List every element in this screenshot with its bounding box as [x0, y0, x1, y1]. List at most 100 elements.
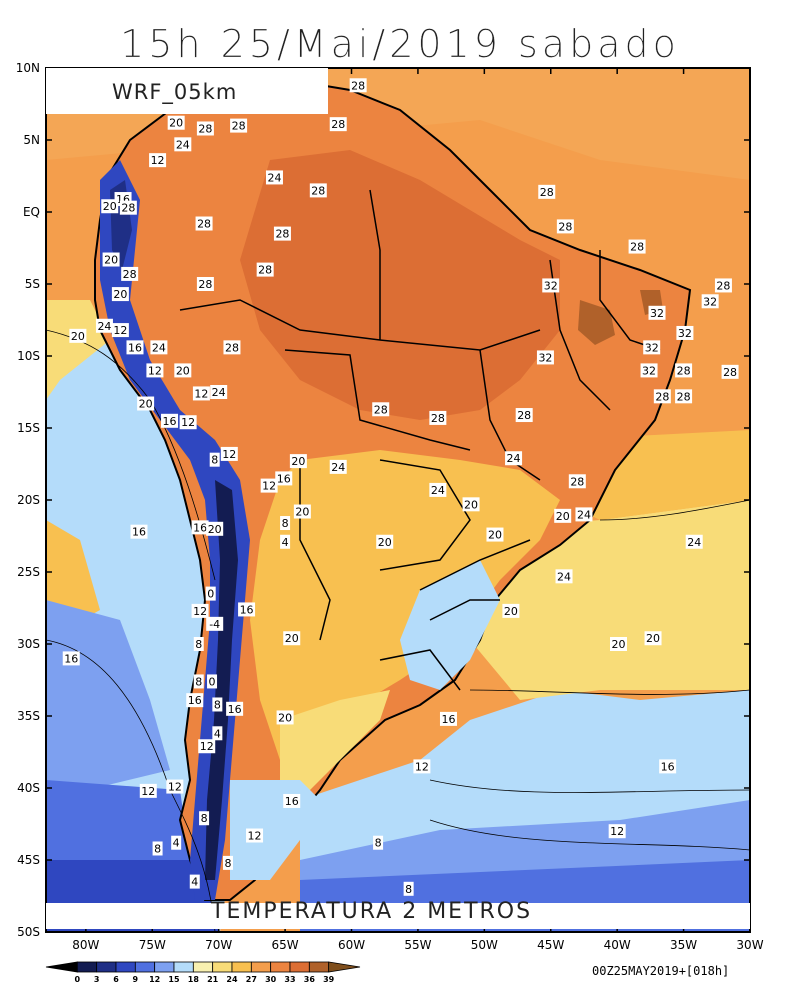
- contour-label-bg: [230, 118, 248, 133]
- lat-label: 5S: [25, 277, 40, 291]
- colorbar-tick-label: 3: [94, 975, 100, 984]
- andes-core: [205, 480, 238, 880]
- contour-label: 24: [577, 508, 591, 521]
- contour-label-bg: [210, 385, 228, 399]
- contour-label: 32: [642, 364, 656, 377]
- contour-label-bg: [659, 759, 677, 774]
- contour-label-bg: [714, 278, 732, 293]
- contour-label-bg: [126, 340, 144, 355]
- contour-label: 12: [168, 781, 182, 794]
- contour-label-bg: [568, 474, 586, 489]
- contour-label: 24: [687, 536, 701, 549]
- contour-label: 20: [504, 605, 518, 618]
- contour-label-bg: [206, 616, 224, 631]
- contour-label-bg: [555, 569, 573, 584]
- contour-label-bg: [675, 363, 693, 378]
- contour-label-bg: [62, 651, 80, 666]
- contour-label: 32: [544, 279, 558, 292]
- variable-label: TEMPERATURA 2 METROS: [211, 899, 533, 924]
- lat-label: 30S: [17, 637, 40, 651]
- colorbar-tick-label: 27: [246, 975, 257, 984]
- contour-label-bg: [309, 183, 327, 198]
- contour-label-bg: [246, 828, 264, 843]
- contour-label-bg: [515, 408, 533, 423]
- contour-label-bg: [280, 516, 291, 531]
- contour-label: 8: [201, 812, 208, 825]
- contour-label: 28: [123, 268, 137, 281]
- contour-label-bg: [193, 674, 204, 689]
- lon-label: 40W: [604, 938, 631, 952]
- contour-label-bg: [486, 527, 504, 542]
- contour-label: 8: [375, 837, 382, 850]
- contour-label: 28: [723, 366, 737, 379]
- contour-label: 12: [181, 416, 195, 429]
- contour-label-bg: [283, 793, 301, 808]
- colorbar-swatch: [289, 961, 310, 973]
- contour-label: 4: [191, 876, 198, 889]
- contour-label: 12: [248, 830, 262, 843]
- contour-label: 8: [195, 675, 202, 688]
- contour-label-bg: [198, 739, 216, 754]
- contour-label-bg: [640, 363, 658, 378]
- contour-label: 20: [285, 632, 299, 645]
- contour-label: 24: [212, 386, 226, 399]
- contour-label: 8: [224, 857, 231, 870]
- colorbar-arrow-high: [328, 961, 361, 973]
- south-coast-light: [400, 560, 500, 690]
- contour-label: 12: [151, 154, 165, 167]
- contour-label-bg: [205, 586, 216, 601]
- lat-label: 20S: [17, 493, 40, 507]
- contour-label-bg: [289, 454, 307, 469]
- contour-label: 12: [222, 448, 236, 461]
- contour-label-bg: [150, 340, 168, 355]
- colorbar-tick-label: 33: [284, 975, 295, 984]
- colorbar-tick-label: 24: [226, 975, 238, 984]
- contour-label: -4: [209, 618, 220, 631]
- contour-label: 20: [139, 398, 153, 411]
- contour-label-bg: [152, 841, 163, 856]
- model-label-box: [46, 68, 328, 114]
- contour-label: 20: [103, 200, 117, 213]
- contour-label: 28: [258, 264, 272, 277]
- contour-label: 32: [538, 351, 552, 364]
- northeast-hot: [578, 300, 615, 345]
- contour-label-bg: [174, 137, 192, 152]
- contour-label-bg: [505, 451, 523, 466]
- atlantic-south-light: [300, 690, 750, 880]
- contour-label: 28: [540, 186, 554, 199]
- contour-label-bg: [276, 710, 294, 725]
- contour-label-bg: [675, 389, 693, 404]
- contour-label: 16: [277, 472, 291, 485]
- contour-label-bg: [166, 779, 184, 794]
- contour-label-bg: [179, 415, 197, 430]
- lat-label: 50S: [17, 925, 40, 939]
- colorbar-swatch: [115, 961, 136, 973]
- contour-label-bg: [502, 603, 520, 618]
- colorbar-swatch: [212, 961, 233, 973]
- contour-label-bg: [538, 184, 556, 199]
- contour-label: 28: [570, 475, 584, 488]
- contour-label-bg: [212, 697, 223, 712]
- contour-label: 28: [655, 390, 669, 403]
- contour-label-bg: [101, 199, 119, 214]
- contour-label-bg: [273, 226, 291, 241]
- contour-label-bg: [146, 363, 164, 378]
- contour-label-bg: [111, 287, 129, 302]
- contour-label: 20: [71, 330, 85, 343]
- contour-label: 8: [154, 842, 161, 855]
- colorbar-swatch: [270, 961, 291, 973]
- contour-label: 28: [630, 241, 644, 254]
- contour-label: 28: [517, 409, 531, 422]
- contour-label: 16: [188, 694, 202, 707]
- contour-label-bg: [212, 726, 223, 741]
- lat-label: 45S: [17, 853, 40, 867]
- colorbar-tick-label: 0: [75, 975, 81, 984]
- contour-label-bg: [174, 363, 192, 378]
- colorbar-tick-label: 39: [323, 975, 335, 984]
- contour-label-bg: [196, 277, 214, 291]
- contour-label: 28: [558, 220, 572, 233]
- contour-label: 24: [267, 171, 281, 184]
- map-title: 15h 25/Mai/2019 sabado: [120, 22, 680, 66]
- contour-label-bg: [542, 278, 560, 293]
